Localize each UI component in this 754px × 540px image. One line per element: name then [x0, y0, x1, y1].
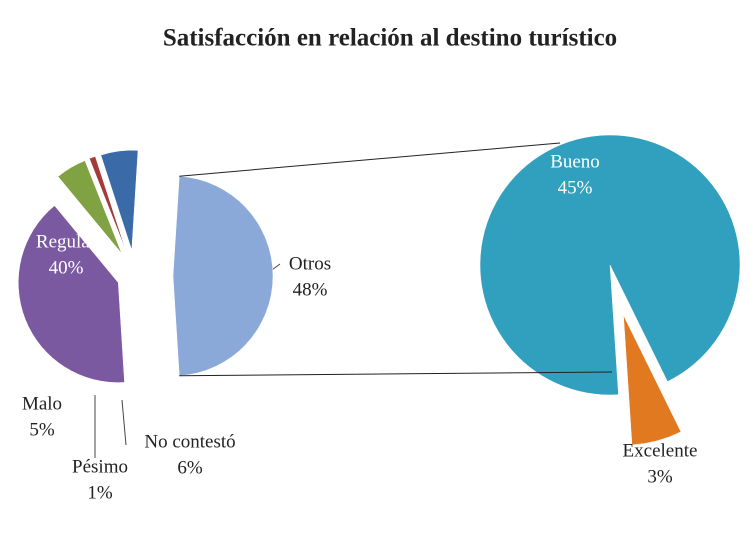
leader-line	[121, 399, 127, 446]
slice-value-label: 48%	[293, 279, 328, 300]
pie-slice	[89, 156, 127, 252]
slice-label: Excelente	[623, 440, 698, 461]
slice-value-label: 3%	[647, 466, 673, 487]
slice-label: Bueno	[550, 151, 600, 172]
slice-value-label: 5%	[29, 419, 55, 440]
slice-label: Pésimo	[72, 456, 128, 477]
pie-slice	[18, 205, 125, 383]
slice-value-label: 1%	[87, 482, 113, 503]
slice-label: Malo	[22, 393, 62, 414]
slice-label: Otros	[289, 253, 331, 274]
pie-slice	[623, 315, 682, 446]
slice-value-label: 45%	[558, 177, 593, 198]
slice-label: No contestó	[144, 431, 235, 452]
slice-label: Regular	[36, 231, 97, 252]
pie-slice	[172, 175, 274, 377]
pie-slice	[57, 160, 122, 254]
connector-line	[179, 371, 613, 377]
chart-title: Satisfacción en relación al destino turí…	[163, 25, 617, 52]
slice-value-label: 6%	[177, 457, 203, 478]
pie-slice	[100, 149, 139, 251]
pie-slice	[479, 134, 741, 396]
slice-value-label: 40%	[49, 257, 84, 278]
connector-line	[179, 142, 561, 177]
